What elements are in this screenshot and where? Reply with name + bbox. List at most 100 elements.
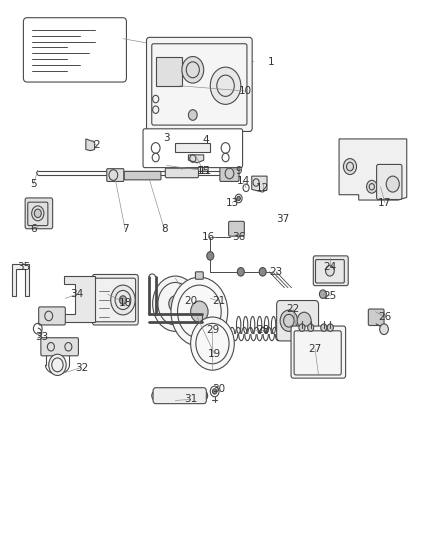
Text: 10: 10 (239, 86, 252, 96)
Text: 27: 27 (308, 344, 321, 354)
FancyBboxPatch shape (107, 168, 124, 181)
Text: 20: 20 (184, 296, 197, 306)
Circle shape (171, 277, 228, 346)
Text: 29: 29 (206, 325, 219, 335)
Circle shape (212, 389, 217, 394)
Polygon shape (12, 264, 29, 296)
Circle shape (120, 296, 127, 304)
FancyBboxPatch shape (377, 165, 402, 199)
Circle shape (237, 196, 240, 200)
FancyBboxPatch shape (39, 307, 65, 325)
Circle shape (299, 324, 305, 332)
Circle shape (182, 56, 204, 83)
Text: 35: 35 (17, 262, 30, 271)
Text: 36: 36 (232, 232, 245, 243)
Circle shape (49, 354, 66, 375)
Circle shape (191, 317, 234, 370)
Text: 6: 6 (30, 224, 37, 235)
Bar (155, 56, 182, 86)
Text: 25: 25 (324, 290, 337, 301)
FancyBboxPatch shape (313, 256, 348, 286)
Circle shape (152, 276, 198, 332)
Circle shape (259, 268, 266, 276)
FancyBboxPatch shape (41, 338, 78, 356)
Ellipse shape (194, 169, 197, 176)
Circle shape (237, 268, 244, 276)
Circle shape (319, 290, 326, 298)
Ellipse shape (149, 173, 152, 178)
Text: 15: 15 (197, 166, 210, 176)
Text: 26: 26 (378, 312, 392, 322)
Text: 32: 32 (75, 362, 88, 373)
Circle shape (34, 209, 41, 217)
Text: 13: 13 (226, 198, 239, 208)
Polygon shape (339, 139, 407, 200)
FancyBboxPatch shape (291, 326, 346, 378)
Text: 19: 19 (208, 349, 221, 359)
FancyBboxPatch shape (153, 387, 206, 403)
Ellipse shape (178, 169, 181, 176)
Circle shape (321, 324, 327, 332)
FancyBboxPatch shape (368, 309, 384, 326)
Text: 4: 4 (203, 135, 209, 145)
Text: 12: 12 (256, 183, 269, 193)
FancyBboxPatch shape (277, 301, 318, 341)
Ellipse shape (141, 173, 144, 178)
Circle shape (188, 110, 197, 120)
Text: 11: 11 (199, 166, 212, 176)
Ellipse shape (156, 173, 159, 178)
Text: 16: 16 (201, 232, 215, 243)
Circle shape (149, 132, 154, 138)
Text: 18: 18 (119, 297, 132, 308)
Circle shape (325, 265, 334, 276)
Ellipse shape (167, 169, 170, 176)
Circle shape (367, 180, 377, 193)
Text: 31: 31 (184, 394, 197, 405)
Circle shape (210, 67, 241, 104)
Circle shape (307, 324, 314, 332)
FancyBboxPatch shape (229, 221, 244, 236)
Circle shape (297, 312, 311, 329)
Polygon shape (252, 176, 267, 192)
Ellipse shape (134, 173, 136, 178)
Ellipse shape (188, 169, 191, 176)
Polygon shape (64, 276, 95, 322)
Circle shape (343, 159, 357, 174)
Ellipse shape (173, 169, 176, 176)
Text: 21: 21 (212, 296, 226, 306)
Text: 24: 24 (324, 262, 337, 271)
FancyBboxPatch shape (195, 272, 203, 279)
Text: 1: 1 (268, 57, 275, 67)
Text: 34: 34 (71, 289, 84, 299)
Text: 30: 30 (212, 384, 226, 394)
Polygon shape (188, 155, 204, 163)
FancyBboxPatch shape (165, 168, 198, 177)
Circle shape (191, 301, 208, 322)
FancyBboxPatch shape (147, 37, 252, 132)
FancyBboxPatch shape (25, 198, 53, 229)
Text: 5: 5 (30, 179, 37, 189)
Circle shape (207, 252, 214, 260)
FancyBboxPatch shape (92, 274, 138, 325)
FancyBboxPatch shape (220, 165, 239, 181)
Circle shape (280, 310, 297, 332)
Text: 2: 2 (93, 140, 100, 150)
Text: 33: 33 (35, 332, 49, 342)
Text: 3: 3 (163, 133, 170, 143)
Text: 22: 22 (286, 304, 300, 314)
Text: 7: 7 (122, 224, 128, 235)
Circle shape (327, 324, 333, 332)
Circle shape (386, 176, 399, 192)
Text: 28: 28 (256, 325, 269, 335)
Circle shape (111, 285, 135, 315)
Polygon shape (86, 139, 95, 151)
Text: 9: 9 (235, 166, 242, 176)
Circle shape (380, 324, 389, 335)
Text: 37: 37 (276, 214, 289, 224)
FancyBboxPatch shape (143, 129, 243, 167)
Text: 23: 23 (269, 267, 283, 277)
Text: 14: 14 (237, 176, 250, 187)
Bar (175, 143, 210, 152)
Circle shape (169, 296, 182, 312)
Ellipse shape (183, 169, 186, 176)
